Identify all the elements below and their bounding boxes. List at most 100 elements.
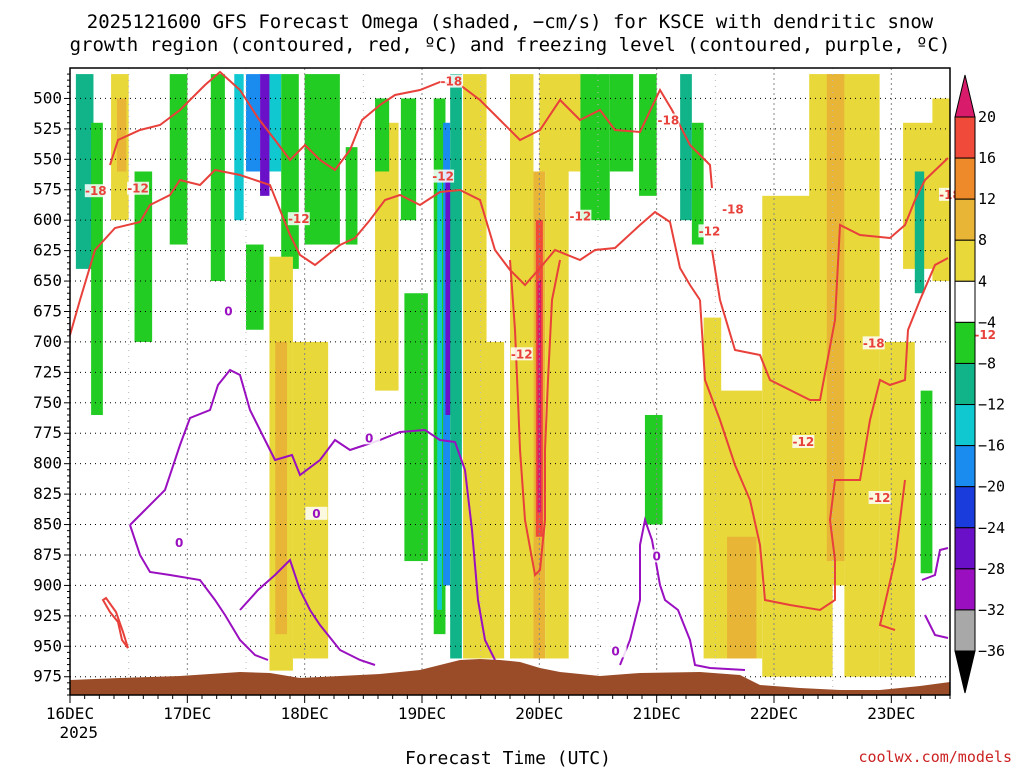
contour-label-bg-5: [510, 347, 533, 361]
colorbar-top-arrow: [954, 74, 976, 118]
colorbar-box-3: [954, 198, 976, 241]
colorbar-label-3: 8: [978, 231, 987, 249]
x-tick-label-0: 16DEC: [46, 704, 94, 723]
colorbar-box-11: [954, 527, 976, 570]
x-tick-label-5: 21DEC: [633, 704, 681, 723]
contour-label-bg-8: [721, 202, 744, 216]
colorbar-box-4: [954, 239, 976, 282]
colorbar-label-2: 12: [978, 190, 996, 208]
omega-cell-29: [510, 74, 534, 659]
y-tick-label-575: 575: [33, 180, 62, 199]
colorbar-label-5: −4: [978, 313, 996, 331]
omega-cell-26: [450, 74, 462, 659]
x-tick-label-4: 20DEC: [515, 704, 563, 723]
chart-title-line-1: 2025121600 GFS Forecast Omega (shaded, −…: [87, 11, 934, 33]
omega-cell-33: [545, 171, 569, 659]
dgz-contour-small-left: [101, 596, 129, 649]
omega-cell-6: [210, 74, 225, 282]
dgz-contour-minus18-upper: [109, 70, 713, 189]
y-tick-label-900: 900: [33, 575, 62, 594]
contour-label-3: -18: [440, 75, 462, 89]
colorbar-box-1: [954, 116, 976, 159]
omega-cell-19: [375, 98, 390, 172]
contour-label-19: 0: [652, 549, 660, 563]
contour-label-bg-4: [432, 169, 455, 183]
freezing-level-contours: [129, 368, 949, 671]
contour-label-18: 0: [312, 507, 320, 521]
colorbar-box-2: [954, 157, 976, 200]
colorbar-label-6: −8: [978, 354, 996, 372]
omega-cell-47: [844, 74, 880, 677]
y-tick-label-950: 950: [33, 636, 62, 655]
colorbar-label-10: −24: [978, 519, 1005, 537]
colorbar-bottom-arrow: [954, 650, 976, 694]
contour-label-bg-16: [168, 536, 191, 550]
terrain-ground: [70, 659, 950, 695]
omega-cell-34: [539, 74, 581, 172]
omega-cell-23: [437, 171, 442, 610]
colorbar-label-7: −12: [978, 396, 1005, 414]
dgz-contour-lower-right: [699, 257, 949, 612]
plot-area: -18 -12-12-18-12-12-12-18-18-12-12-18-12-…: [69, 67, 997, 696]
contour-label-1: -12: [127, 182, 149, 196]
x-tick-label-2: 18DEC: [281, 704, 329, 723]
contour-label-bg-0: [84, 184, 107, 198]
y-tick-label-925: 925: [33, 606, 62, 625]
omega-cell-9: [260, 74, 270, 196]
contour-label-bg-7: [657, 113, 680, 127]
grid-lines: [70, 68, 950, 695]
colorbar-label-13: −36: [978, 642, 1005, 660]
contour-label-7: -18: [658, 114, 680, 128]
omega-cell-13: [246, 244, 264, 330]
omega-cell-0: [75, 74, 94, 269]
omega-shading: [75, 74, 950, 677]
omega-cell-20: [400, 98, 417, 221]
omega-cell-50: [914, 171, 925, 294]
dgz-contour-minus12-upper: [69, 168, 701, 336]
contour-label-bg-9: [698, 224, 721, 238]
omega-cell-32: [537, 281, 542, 513]
colorbar-box-6: [954, 321, 976, 364]
contour-label-bg-6: [569, 209, 592, 223]
colorbar-label-0: 20: [978, 108, 996, 126]
omega-cell-10: [269, 74, 282, 172]
contour-label-16: 0: [175, 536, 183, 550]
omega-cell-5: [169, 74, 188, 245]
colorbar-label-11: −28: [978, 560, 1005, 578]
omega-cell-37: [639, 74, 657, 196]
y-tick-label-725: 725: [33, 362, 62, 381]
colorbar-label-1: 16: [978, 149, 996, 167]
contour-label-bg-14: [974, 327, 997, 341]
freezing-contour-right: [619, 516, 746, 671]
colorbar-label-9: −20: [978, 478, 1005, 496]
freezing-contour-low-left: [129, 524, 269, 661]
contour-label-20: 0: [611, 644, 619, 658]
y-tick-label-750: 750: [33, 393, 62, 412]
omega-cell-51: [920, 390, 933, 574]
colorbar-box-10: [954, 486, 976, 529]
omega-cell-4: [134, 171, 153, 342]
contour-label-4: -12: [432, 170, 454, 184]
y-tick-label-975: 975: [33, 667, 62, 686]
y-tick-label-800: 800: [33, 454, 62, 473]
omega-cell-7: [234, 74, 244, 221]
colorbar-box-5: [954, 280, 976, 323]
y-tick-label-625: 625: [33, 241, 62, 260]
omega-cell-15: [275, 341, 288, 635]
colorbar-label-8: −16: [978, 437, 1005, 455]
omega-cell-35: [580, 74, 610, 221]
contour-label-14: -12: [974, 328, 996, 342]
y-tick-label-775: 775: [33, 423, 62, 442]
contour-label-bg-11: [862, 336, 885, 350]
contour-label-bg-1: [127, 181, 150, 195]
x-tick-label-3: 19DEC: [398, 704, 446, 723]
y-tick-label-525: 525: [33, 119, 62, 138]
omega-cell-17: [345, 147, 358, 245]
y-tick-label-500: 500: [33, 88, 62, 107]
y-tick-label-700: 700: [33, 332, 62, 351]
contour-label-0: -18: [85, 184, 107, 198]
contour-label-6: -12: [570, 210, 592, 224]
contour-label-bg-10: [792, 434, 815, 448]
y-tick-label-675: 675: [33, 301, 62, 320]
